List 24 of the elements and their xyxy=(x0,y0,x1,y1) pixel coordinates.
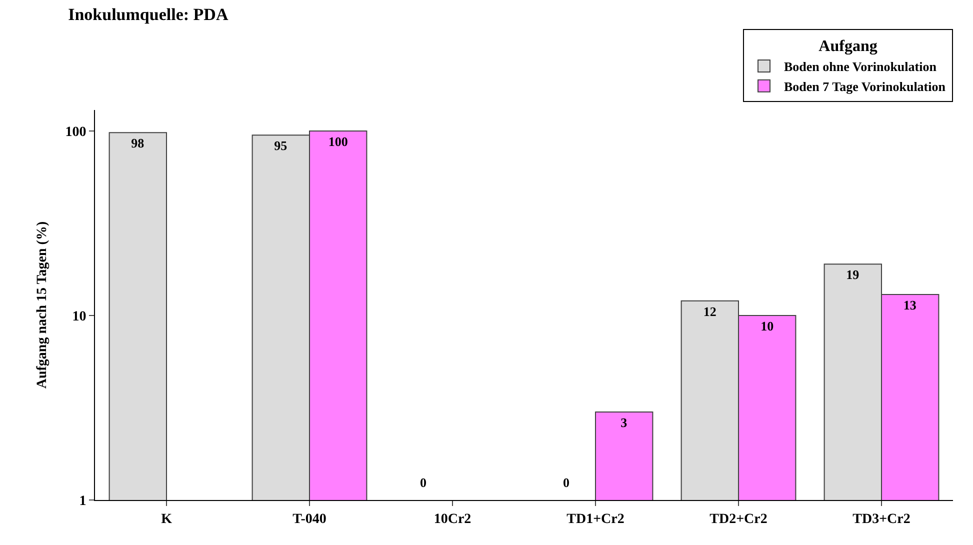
y-tick-label: 10 xyxy=(72,309,86,324)
data-label: 100 xyxy=(328,134,348,150)
data-label: 13 xyxy=(903,297,917,312)
x-tick-label: T-040 xyxy=(292,512,326,527)
y-tick-label: 100 xyxy=(65,124,86,140)
annotation: 0 xyxy=(420,475,426,490)
chart-title: Inokulumquelle: PDA xyxy=(68,5,229,24)
annotation: 0 xyxy=(563,475,570,490)
legend-label: Boden ohne Vorinokulation xyxy=(784,59,938,74)
x-tick-label: TD1+Cr2 xyxy=(566,512,624,527)
legend-title: Aufgang xyxy=(818,38,878,55)
x-tick-label: TD3+Cr2 xyxy=(852,512,910,527)
data-label: 19 xyxy=(846,267,860,282)
x-tick-label: 10Cr2 xyxy=(434,512,472,527)
legend-label: Boden 7 Tage Vorinokulation xyxy=(784,78,946,94)
x-tick-label: K xyxy=(161,512,172,527)
data-label: 98 xyxy=(131,136,145,151)
data-label: 10 xyxy=(760,318,774,334)
y-tick-label: 1 xyxy=(79,494,86,509)
data-label: 12 xyxy=(703,304,716,319)
data-label: 3 xyxy=(620,414,628,430)
data-label: 95 xyxy=(274,138,288,154)
x-tick-label: TD2+Cr2 xyxy=(710,512,768,527)
y-axis-title: Aufgang nach 15 Tagen (%) xyxy=(34,221,50,389)
